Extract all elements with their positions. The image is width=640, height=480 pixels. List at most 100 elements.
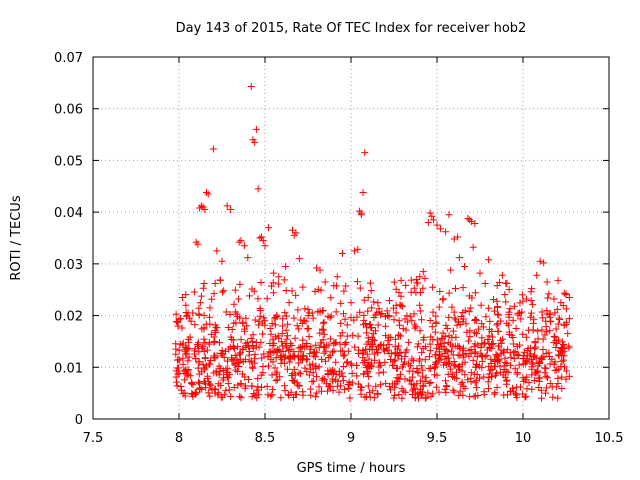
data-point	[501, 373, 509, 381]
data-point	[375, 369, 383, 377]
data-point	[476, 269, 484, 277]
data-point	[188, 390, 196, 398]
data-point	[254, 295, 262, 303]
data-point	[264, 224, 272, 232]
data-point	[354, 245, 362, 253]
data-point	[554, 380, 562, 388]
data-point	[344, 347, 352, 355]
data-point	[360, 370, 368, 378]
data-point	[357, 390, 365, 398]
data-point	[433, 221, 441, 229]
x-axis-label: GPS time / hours	[297, 461, 406, 476]
data-point	[248, 382, 256, 390]
data-point	[418, 349, 426, 357]
y-tick-label: 0.01	[54, 361, 83, 376]
data-point	[244, 254, 252, 262]
data-point	[283, 344, 291, 352]
data-point	[466, 333, 474, 341]
data-point	[294, 353, 302, 361]
data-point	[190, 288, 198, 296]
data-point	[204, 372, 212, 380]
data-point	[326, 313, 334, 321]
data-point	[172, 373, 180, 381]
data-point	[287, 388, 295, 396]
data-point	[333, 382, 341, 390]
data-point	[445, 360, 453, 368]
data-point	[326, 335, 334, 343]
data-point	[235, 363, 243, 371]
data-point	[486, 344, 494, 352]
data-point	[382, 379, 390, 387]
data-point	[364, 367, 372, 375]
data-point	[191, 345, 199, 353]
data-point	[405, 338, 413, 346]
data-point	[550, 295, 558, 303]
data-point	[271, 364, 279, 372]
data-point	[493, 383, 501, 391]
data-point	[232, 366, 240, 374]
data-point	[173, 382, 181, 390]
data-point	[246, 358, 254, 366]
data-point	[288, 377, 296, 385]
data-point	[431, 371, 439, 379]
data-point	[399, 325, 407, 333]
data-point	[290, 365, 298, 373]
data-point	[428, 212, 436, 220]
data-point	[465, 347, 473, 355]
data-point	[425, 379, 433, 387]
data-point	[364, 382, 372, 390]
data-point	[559, 356, 567, 364]
data-point	[550, 332, 558, 340]
data-point	[255, 317, 263, 325]
data-point	[290, 314, 298, 322]
data-point	[558, 373, 566, 381]
data-point	[266, 325, 274, 332]
data-point	[181, 346, 189, 354]
data-point	[250, 287, 258, 295]
data-point	[390, 361, 398, 369]
data-point	[420, 333, 428, 341]
data-point	[540, 353, 548, 361]
data-point	[559, 302, 567, 310]
data-point	[208, 385, 216, 393]
data-point	[302, 342, 310, 350]
data-point	[365, 355, 373, 363]
data-point	[211, 337, 219, 345]
data-point	[494, 311, 502, 319]
data-point	[273, 376, 281, 384]
data-point	[274, 345, 282, 353]
data-point	[304, 305, 312, 313]
data-point	[201, 206, 209, 214]
data-point	[333, 282, 341, 290]
data-point	[312, 341, 320, 349]
data-point	[218, 257, 226, 265]
data-point	[534, 335, 542, 343]
data-point	[467, 369, 475, 377]
data-point	[425, 364, 433, 372]
data-point	[435, 348, 443, 356]
data-point	[543, 328, 551, 336]
data-point	[320, 318, 328, 326]
axis-ticks: 7.5 8 8.5 9 9.5 10 10.5 0 0.01 0.02 0.03 0.04 0.05 0.…	[54, 51, 623, 446]
data-point	[210, 333, 218, 341]
data-point	[200, 366, 208, 374]
data-point	[319, 374, 327, 382]
data-point	[389, 304, 397, 312]
data-point	[451, 285, 459, 293]
data-point	[358, 383, 366, 391]
data-point	[183, 312, 191, 320]
data-point	[512, 325, 520, 332]
data-point	[380, 347, 388, 355]
data-point	[410, 310, 418, 318]
data-point	[402, 281, 410, 289]
data-point	[442, 228, 450, 236]
data-point	[294, 306, 302, 314]
data-point	[295, 369, 303, 377]
data-point	[406, 376, 414, 384]
data-point	[328, 375, 336, 383]
data-point	[561, 363, 569, 371]
data-point	[282, 326, 290, 334]
data-point	[534, 327, 542, 335]
data-point	[426, 209, 434, 217]
data-point	[182, 301, 190, 309]
